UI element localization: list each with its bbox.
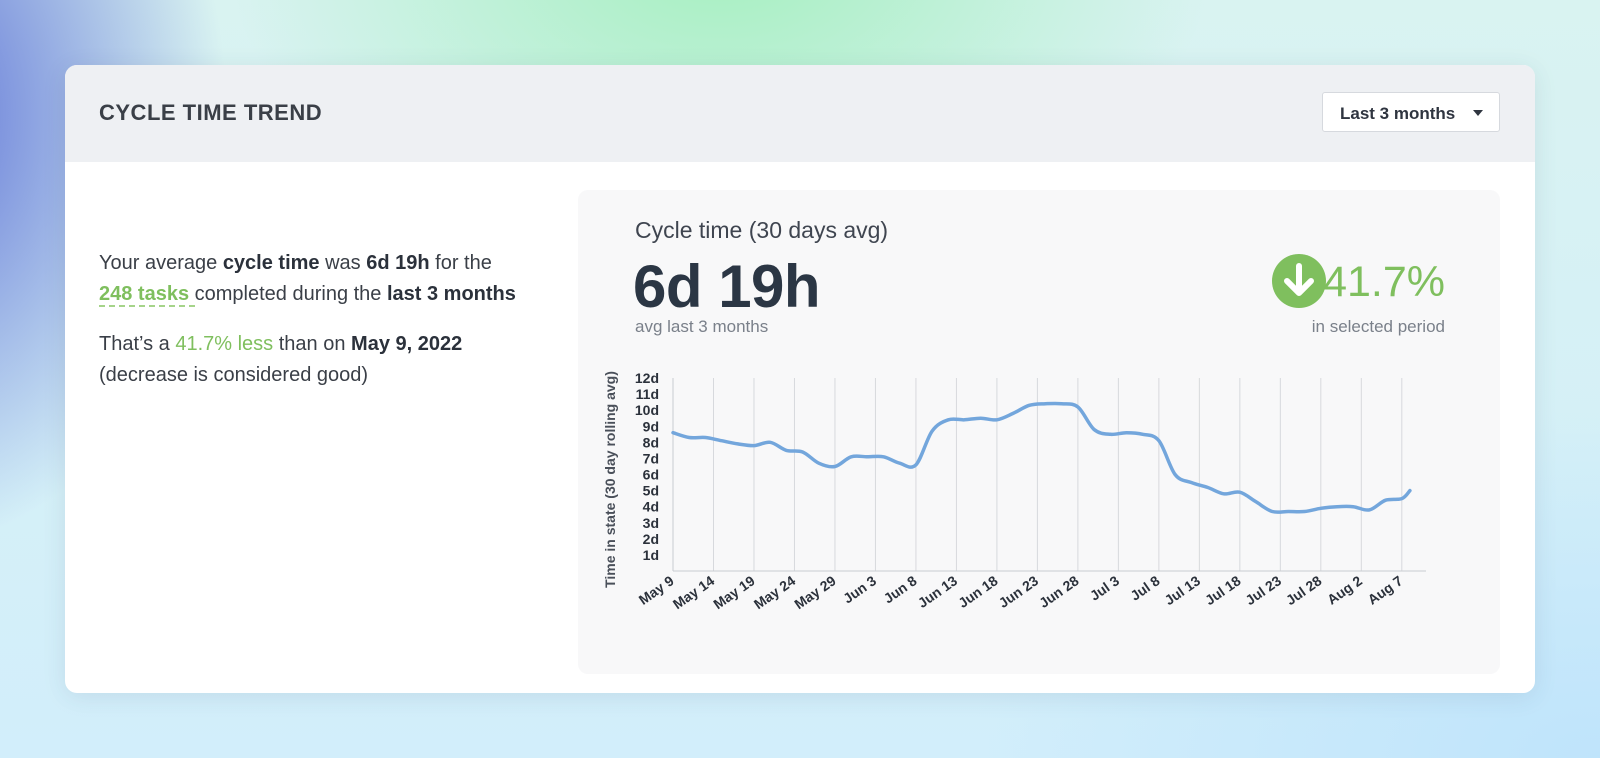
y-tick-label: 6d [643,467,659,483]
x-tick-label: Jul 18 [1202,572,1244,608]
summary-paragraph-2: That’s a 41.7% less than on May 9, 2022 (… [99,329,549,391]
metric-value: 6d 19h [633,253,821,320]
x-tick-label: May 19 [710,572,758,612]
x-tick-label: Jun 23 [996,572,1042,611]
x-tick-label: Jul 28 [1283,572,1325,608]
y-tick-label: 11d [636,386,659,402]
y-tick-label: 2d [643,531,659,547]
summary-text: Your average cycle time was 6d 19h for t… [99,248,549,410]
y-tick-label: 10d [635,402,659,418]
x-tick-label: May 9 [636,572,677,608]
y-tick-label: 9d [643,418,659,434]
summary-bold-period: last 3 months [386,283,516,305]
summary-text-fragment: Your average [99,252,223,274]
x-tick-label: May 29 [791,572,839,612]
y-tick-label: 4d [643,499,659,515]
x-tick-label: Jun 28 [1036,572,1082,611]
summary-decrease-percent: 41.7% less [175,333,274,355]
summary-paragraph-1: Your average cycle time was 6d 19h for t… [99,248,549,310]
summary-bold-date: May 9, 2022 [351,333,463,355]
period-select-label: Last 3 months [1340,104,1456,123]
arrow-down-circle-icon [1272,254,1326,308]
card-title: CYCLE TIME TREND [99,100,323,125]
y-tick-label: 8d [643,434,659,450]
chart-panel: Cycle time (30 days avg) 6d 19h avg last… [578,190,1500,674]
metric-label: Cycle time (30 days avg) [635,217,889,243]
caret-down-icon [1473,110,1483,116]
cycle-time-card: CYCLE TIME TREND Last 3 months Your aver… [65,65,1535,693]
summary-bold-cycle-time: cycle time [222,252,320,274]
summary-text-fragment: was [319,252,367,274]
summary-text-fragment: completed during the [194,283,387,305]
y-tick-label: 12d [635,370,659,386]
x-tick-label: Jun 13 [915,572,961,611]
period-select-dropdown[interactable]: Last 3 months [1322,92,1500,132]
x-tick-label: Jun 8 [881,572,920,606]
card-header: CYCLE TIME TREND Last 3 months [65,65,1535,162]
tasks-link[interactable]: 248 tasks [99,283,195,307]
x-tick-label: Jul 13 [1161,572,1203,608]
x-tick-label: Jul 3 [1087,572,1122,604]
summary-text-fragment: for the [429,252,492,274]
metric-subtitle: avg last 3 months [635,317,769,336]
y-tick-label: 3d [643,515,659,531]
x-tick-label: Jul 8 [1127,572,1162,604]
y-tick-label: 5d [643,483,659,499]
x-tick-label: May 24 [751,572,799,612]
delta-value: 41.7% [1323,258,1445,306]
summary-text-fragment: than on [273,333,352,355]
x-tick-label: Aug 7 [1364,572,1405,608]
y-tick-label: 7d [643,450,659,466]
x-tick-label: Jun 18 [955,572,1001,611]
summary-bold-average: 6d 19h [366,252,430,274]
y-axis-label: Time in state (30 day rolling avg) [602,371,618,588]
x-tick-label: May 14 [670,572,718,612]
cycle-time-series-line [671,401,1412,514]
y-tick-label: 1d [643,547,659,563]
summary-text-fragment: That’s a [99,333,176,355]
x-tick-label: Jun 3 [840,572,879,606]
summary-text-fragment: (decrease is considered good) [99,364,369,386]
x-tick-label: Jul 23 [1242,572,1284,608]
x-tick-label: Aug 2 [1324,572,1365,608]
delta-subtitle: in selected period [1311,317,1445,336]
